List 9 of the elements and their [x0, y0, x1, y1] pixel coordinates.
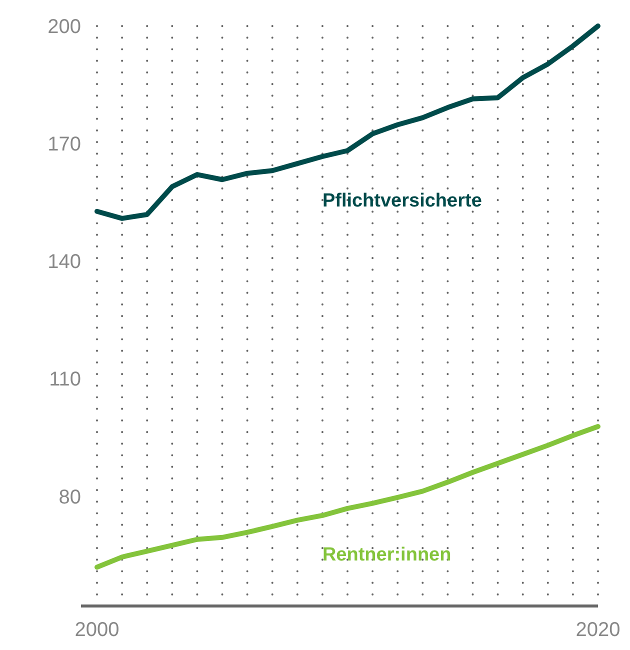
y-tick-label: 80: [58, 486, 81, 508]
y-tick-label: 170: [48, 134, 81, 156]
y-tick-label: 140: [48, 251, 81, 274]
x-tick-label: 2020: [576, 619, 620, 641]
y-tick-label: 200: [48, 16, 81, 38]
y-tick-label: 110: [49, 368, 81, 391]
series-label: Pflichtversicherte: [322, 190, 482, 212]
series-label: Rentner:innen: [322, 544, 452, 566]
x-tick-label: 2000: [74, 619, 120, 641]
